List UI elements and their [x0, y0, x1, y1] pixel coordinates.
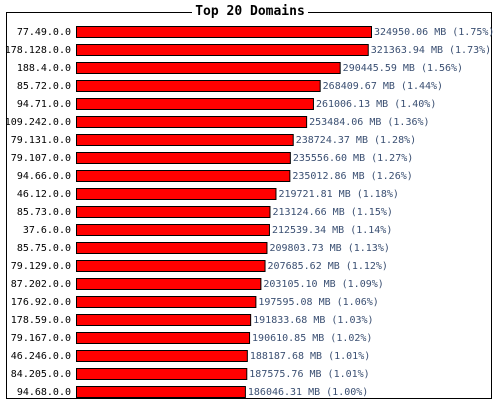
value-label: 235556.60 MB (1.27%): [293, 153, 413, 164]
category-label: 46.12.0.0: [17, 189, 71, 200]
category-label: 94.68.0.0: [17, 387, 71, 398]
value-label: 235012.86 MB (1.26%): [292, 171, 412, 182]
category-label: 79.129.0.0: [11, 261, 71, 272]
category-label: 178.128.0.0: [5, 45, 71, 56]
bar: [76, 260, 266, 272]
value-label: 321363.94 MB (1.73%): [371, 45, 491, 56]
value-label: 188187.68 MB (1.01%): [250, 351, 370, 362]
value-label: 261006.13 MB (1.40%): [316, 99, 436, 110]
bar: [76, 26, 372, 38]
value-label: 268409.67 MB (1.44%): [323, 81, 443, 92]
category-label: 79.107.0.0: [11, 153, 71, 164]
value-label: 290445.59 MB (1.56%): [343, 63, 463, 74]
bar: [76, 242, 268, 254]
category-label: 79.131.0.0: [11, 135, 71, 146]
category-label: 79.167.0.0: [11, 333, 71, 344]
category-label: 46.246.0.0: [11, 351, 71, 362]
category-label: 94.71.0.0: [17, 99, 71, 110]
category-label: 94.66.0.0: [17, 171, 71, 182]
chart-title: Top 20 Domains: [192, 4, 308, 19]
category-label: 84.205.0.0: [11, 369, 71, 380]
chart-title-wrap: Top 20 Domains: [0, 4, 500, 20]
value-label: 219721.81 MB (1.18%): [278, 189, 398, 200]
bar: [76, 278, 262, 290]
bar: [76, 44, 369, 56]
category-label: 178.59.0.0: [11, 315, 71, 326]
bar: [76, 188, 277, 200]
value-label: 209803.73 MB (1.13%): [269, 243, 389, 254]
value-label: 203105.10 MB (1.09%): [263, 279, 383, 290]
value-label: 238724.37 MB (1.28%): [296, 135, 416, 146]
value-label: 253484.06 MB (1.36%): [309, 117, 429, 128]
bar: [76, 134, 294, 146]
value-label: 213124.66 MB (1.15%): [272, 207, 392, 218]
bar: [76, 206, 271, 218]
bar: [76, 332, 251, 344]
category-label: 188.4.0.0: [17, 63, 71, 74]
bar: [76, 350, 248, 362]
category-label: 85.75.0.0: [17, 243, 71, 254]
category-label: 176.92.0.0: [11, 297, 71, 308]
category-label: 85.72.0.0: [17, 81, 71, 92]
value-label: 324950.06 MB (1.75%): [374, 27, 494, 38]
bar: [76, 116, 308, 128]
bar: [76, 80, 321, 92]
bar: [76, 296, 257, 308]
value-label: 197595.08 MB (1.06%): [258, 297, 378, 308]
bar: [76, 62, 341, 74]
value-label: 191833.68 MB (1.03%): [253, 315, 373, 326]
bar: [76, 170, 291, 182]
bar: [76, 98, 314, 110]
bar: [76, 314, 252, 326]
bar: [76, 152, 291, 164]
bar: [76, 368, 248, 380]
bar: [76, 386, 246, 398]
category-label: 77.49.0.0: [17, 27, 71, 38]
value-label: 207685.62 MB (1.12%): [268, 261, 388, 272]
category-label: 85.73.0.0: [17, 207, 71, 218]
value-label: 190610.85 MB (1.02%): [252, 333, 372, 344]
bar: [76, 224, 270, 236]
value-label: 212539.34 MB (1.14%): [272, 225, 392, 236]
value-label: 186046.31 MB (1.00%): [248, 387, 368, 398]
category-label: 87.202.0.0: [11, 279, 71, 290]
category-label: 37.6.0.0: [23, 225, 71, 236]
category-label: 109.242.0.0: [5, 117, 71, 128]
value-label: 187575.76 MB (1.01%): [249, 369, 369, 380]
